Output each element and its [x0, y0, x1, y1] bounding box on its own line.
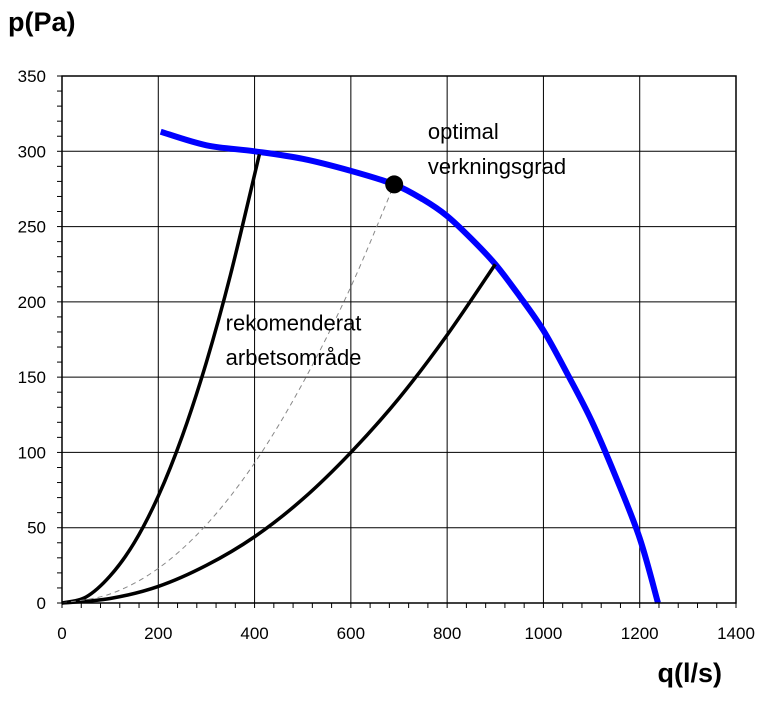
- annotation-text: rekomenderat: [226, 310, 362, 335]
- plot-frame: [61, 75, 737, 604]
- plot-background: [62, 76, 736, 603]
- y-tick-label: 250: [18, 218, 46, 237]
- y-tick-label: 300: [18, 142, 46, 161]
- y-tick-label: 100: [18, 443, 46, 462]
- annotation-text: optimal: [428, 119, 499, 144]
- y-tick-label: 0: [37, 594, 46, 613]
- x-tick-label: 1000: [525, 624, 563, 643]
- y-tick-label: 50: [27, 519, 46, 538]
- x-tick-label: 1200: [621, 624, 659, 643]
- y-axis-title: p(Pa): [8, 7, 76, 37]
- point-layer: [385, 175, 404, 194]
- fan-curve-line: [159, 128, 661, 604]
- y-tick-label: 350: [18, 67, 46, 86]
- steep-system-curve-line: [61, 153, 262, 605]
- annotation-text: arbetsområde: [226, 345, 362, 370]
- y-tick-label: 150: [18, 368, 46, 387]
- annotation-layer: optimal verkningsgrad rekomenderat arbetsom…: [226, 119, 566, 370]
- y-tick-label: 200: [18, 293, 46, 312]
- series-layer: [61, 128, 661, 605]
- x-tick-label: 200: [144, 624, 172, 643]
- flat-system-curve-line: [61, 263, 497, 605]
- x-tick-label: 600: [337, 624, 365, 643]
- x-tick-label: 800: [433, 624, 461, 643]
- minor-ticks: [57, 75, 737, 608]
- x-tick-label: 400: [240, 624, 268, 643]
- tick-labels: 0 200 400 600 800 1000 1200 1400 0 50 100 150 200 250…: [18, 67, 755, 643]
- optimal-system-curve-line: [61, 184, 395, 604]
- x-tick-label: 0: [57, 624, 66, 643]
- optimal-efficiency-point: [385, 175, 404, 194]
- annotation-text: verkningsgrad: [428, 154, 566, 179]
- x-axis-title: q(l/s): [658, 658, 723, 688]
- x-tick-label: 1400: [717, 624, 755, 643]
